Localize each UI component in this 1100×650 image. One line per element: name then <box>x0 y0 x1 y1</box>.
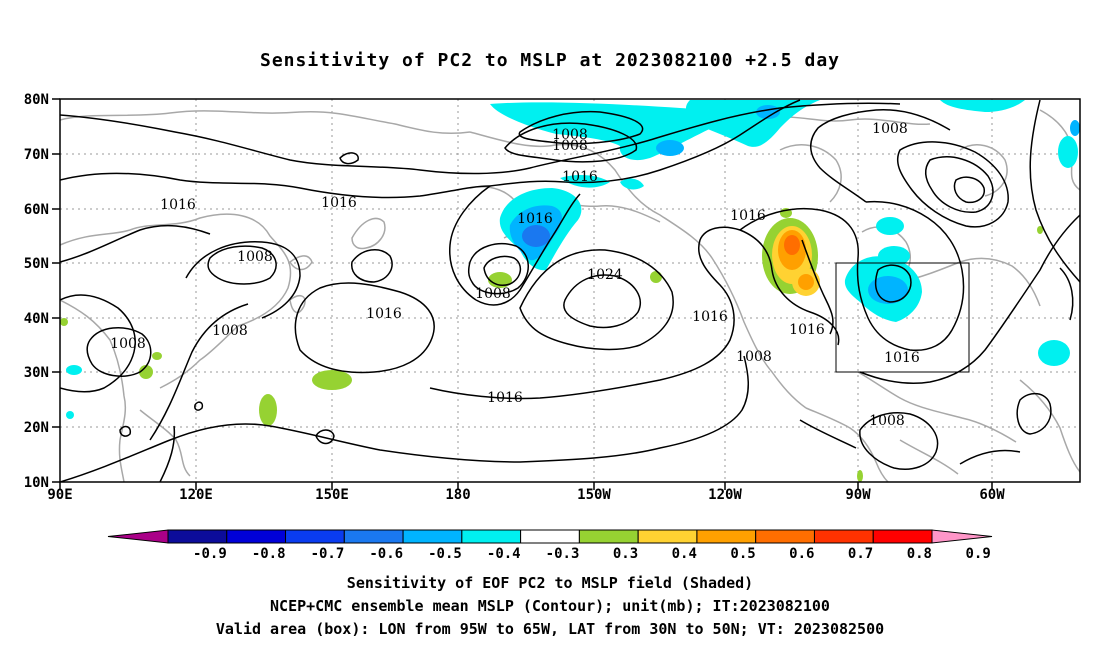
isobar-label: 1016 <box>884 350 920 366</box>
lat-label: 60N <box>24 202 49 218</box>
colorbar-label: -0.3 <box>546 546 580 562</box>
isobar-label: 1008 <box>736 349 772 365</box>
isobar-label: 1008 <box>475 286 511 302</box>
lon-label: 120W <box>708 487 742 503</box>
lon-label: 60W <box>979 487 1005 503</box>
latitude-labels: 80N 70N 60N 50N 40N 30N 20N 10N <box>24 92 49 491</box>
isobar-label: 1016 <box>366 306 402 322</box>
lon-label: 150E <box>315 487 349 503</box>
isobar-label: 1024 <box>587 267 623 283</box>
lon-label: 180 <box>445 487 470 503</box>
colorbar-box <box>696 529 757 544</box>
colorbar-label: 0.3 <box>613 546 638 562</box>
colorbar-box <box>755 529 815 544</box>
isobar-label: 1008 <box>212 323 248 339</box>
colorbar-box <box>285 529 345 544</box>
lat-label: 50N <box>24 256 49 272</box>
map-frame <box>59 98 1081 483</box>
isobar-label: 1016 <box>789 322 825 338</box>
isobar-label: 1016 <box>487 390 523 406</box>
colorbar-label: -0.4 <box>487 546 521 562</box>
lon-label: 90W <box>845 487 871 503</box>
colorbar-box <box>226 529 287 544</box>
colorbar-upper-triangle <box>931 529 993 544</box>
longitude-labels: 90E 120E 150E 180 150W 120W 90W 60W <box>47 487 1005 503</box>
map-title: Sensitivity of PC2 to MSLP at 2023082100… <box>259 50 840 71</box>
colorbar: -0.9 -0.8 -0.7 -0.6 -0.5 -0.4 -0.3 0.3 0.4 0.5 0.6… <box>107 529 993 562</box>
colorbar-label: -0.8 <box>252 546 286 562</box>
graticule <box>60 99 1080 482</box>
lat-label: 70N <box>24 147 49 163</box>
colorbar-label: 0.7 <box>848 546 873 562</box>
colorbar-box <box>520 529 580 544</box>
lat-label: 10N <box>24 475 49 491</box>
isobar-label: 1016 <box>160 197 196 213</box>
isobar-label: 1008 <box>552 127 588 143</box>
colorbar-box <box>578 529 639 544</box>
colorbar-label: 0.9 <box>965 546 990 562</box>
isobar-label: 1008 <box>237 249 273 265</box>
colorbar-box <box>343 529 404 544</box>
isobar-labels: 1008 1008 1016 1016 1016 1016 1008 1008 … <box>110 121 920 429</box>
colorbar-label: 0.8 <box>907 546 932 562</box>
shade-neg-0.6 <box>522 225 550 247</box>
colorbar-label: -0.5 <box>428 546 462 562</box>
caption-valid-area: Valid area (box): LON from 95W to 65W, L… <box>215 620 885 638</box>
colorbar-label: 0.4 <box>672 546 697 562</box>
colorbar-label: -0.6 <box>369 546 403 562</box>
isobar-label: 1008 <box>869 413 905 429</box>
isobar-label: 1016 <box>517 211 553 227</box>
shade-pos-0.7 <box>784 235 800 255</box>
colorbar-label: -0.7 <box>311 546 345 562</box>
colorbar-lower-triangle <box>107 529 169 544</box>
lon-label: 120E <box>179 487 213 503</box>
lat-label: 20N <box>24 420 49 436</box>
colorbar-box <box>461 529 522 544</box>
isobars <box>60 99 1080 482</box>
colorbar-label: 0.5 <box>730 546 755 562</box>
valid-area-box <box>835 262 970 373</box>
colorbar-box <box>872 529 933 544</box>
isobar-label: 1016 <box>692 309 728 325</box>
colorbar-box <box>637 529 698 544</box>
isobar-label: 1008 <box>872 121 908 137</box>
isobar-label: 1016 <box>321 195 357 211</box>
isobar-label: 1008 <box>552 138 588 154</box>
colorbar-box <box>402 529 463 544</box>
negative-shading <box>66 100 1080 419</box>
caption-contour: NCEP+CMC ensemble mean MSLP (Contour); u… <box>270 597 830 615</box>
lon-label: 150W <box>577 487 611 503</box>
lon-label: 90E <box>47 487 72 503</box>
isobar-label: 1016 <box>562 169 598 185</box>
isobar-label: 1016 <box>730 208 766 224</box>
lat-label: 80N <box>24 92 49 108</box>
colorbar-label: 0.6 <box>789 546 814 562</box>
caption-shading: Sensitivity of EOF PC2 to MSLP field (Sh… <box>346 574 754 592</box>
colorbar-box <box>167 529 228 544</box>
tick-marks <box>52 98 993 490</box>
lat-label: 30N <box>24 365 49 381</box>
lat-label: 40N <box>24 311 49 327</box>
colorbar-label: -0.9 <box>193 546 227 562</box>
colorbar-box <box>813 529 874 544</box>
isobar-label: 1008 <box>110 336 146 352</box>
